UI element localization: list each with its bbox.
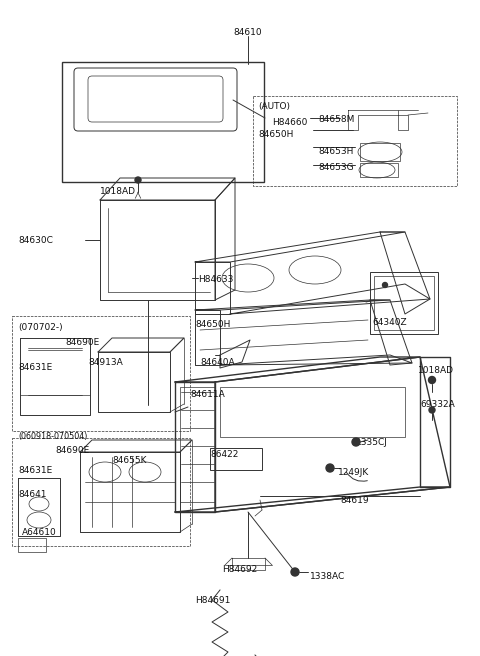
- Bar: [210, 448, 262, 470]
- Text: 84650H: 84650H: [258, 130, 293, 139]
- Text: 84653H: 84653H: [318, 147, 353, 156]
- Text: 84658M: 84658M: [318, 115, 354, 124]
- Text: H84633: H84633: [198, 275, 233, 284]
- Circle shape: [135, 177, 141, 183]
- Text: H84692: H84692: [222, 565, 257, 574]
- Text: 69332A: 69332A: [420, 400, 455, 409]
- Text: 84610: 84610: [234, 28, 262, 37]
- Text: (060918-070504): (060918-070504): [18, 432, 87, 441]
- Text: 84640A: 84640A: [200, 358, 235, 367]
- Text: 84619: 84619: [340, 496, 369, 505]
- Bar: [12, 438, 190, 546]
- Text: 84655K: 84655K: [112, 456, 146, 465]
- Bar: [374, 276, 434, 330]
- Circle shape: [429, 407, 435, 413]
- Text: 1249JK: 1249JK: [338, 468, 369, 477]
- Circle shape: [383, 283, 387, 287]
- Bar: [180, 387, 215, 502]
- Bar: [220, 387, 405, 437]
- Text: H84660: H84660: [272, 118, 307, 127]
- Text: A64610: A64610: [22, 528, 57, 537]
- Text: 1018AD: 1018AD: [100, 187, 136, 196]
- Bar: [18, 538, 46, 552]
- Text: 84913A: 84913A: [88, 358, 123, 367]
- Text: (AUTO): (AUTO): [258, 102, 290, 111]
- Circle shape: [291, 568, 299, 576]
- Text: 84690E: 84690E: [55, 446, 89, 455]
- Text: H84691: H84691: [195, 596, 230, 605]
- Text: 84630C: 84630C: [18, 236, 53, 245]
- Text: 84611A: 84611A: [190, 390, 225, 399]
- Text: 86422: 86422: [210, 450, 239, 459]
- Bar: [62, 62, 264, 182]
- Bar: [370, 272, 438, 334]
- Text: 1018AD: 1018AD: [418, 366, 454, 375]
- Text: 1335CJ: 1335CJ: [356, 438, 388, 447]
- Text: 84631E: 84631E: [18, 363, 52, 372]
- Text: (070702-): (070702-): [18, 323, 62, 332]
- Text: 84653G: 84653G: [318, 163, 354, 172]
- Text: 84690E: 84690E: [65, 338, 99, 347]
- Bar: [253, 96, 457, 186]
- Circle shape: [429, 377, 435, 384]
- Bar: [360, 143, 400, 161]
- Bar: [360, 163, 398, 177]
- Text: 1338AC: 1338AC: [310, 572, 345, 581]
- Text: 84641: 84641: [18, 490, 47, 499]
- Text: 84650H: 84650H: [195, 320, 230, 329]
- Text: 64340Z: 64340Z: [372, 318, 407, 327]
- Text: 84631E: 84631E: [18, 466, 52, 475]
- Circle shape: [352, 438, 360, 446]
- Circle shape: [326, 464, 334, 472]
- Bar: [12, 316, 190, 431]
